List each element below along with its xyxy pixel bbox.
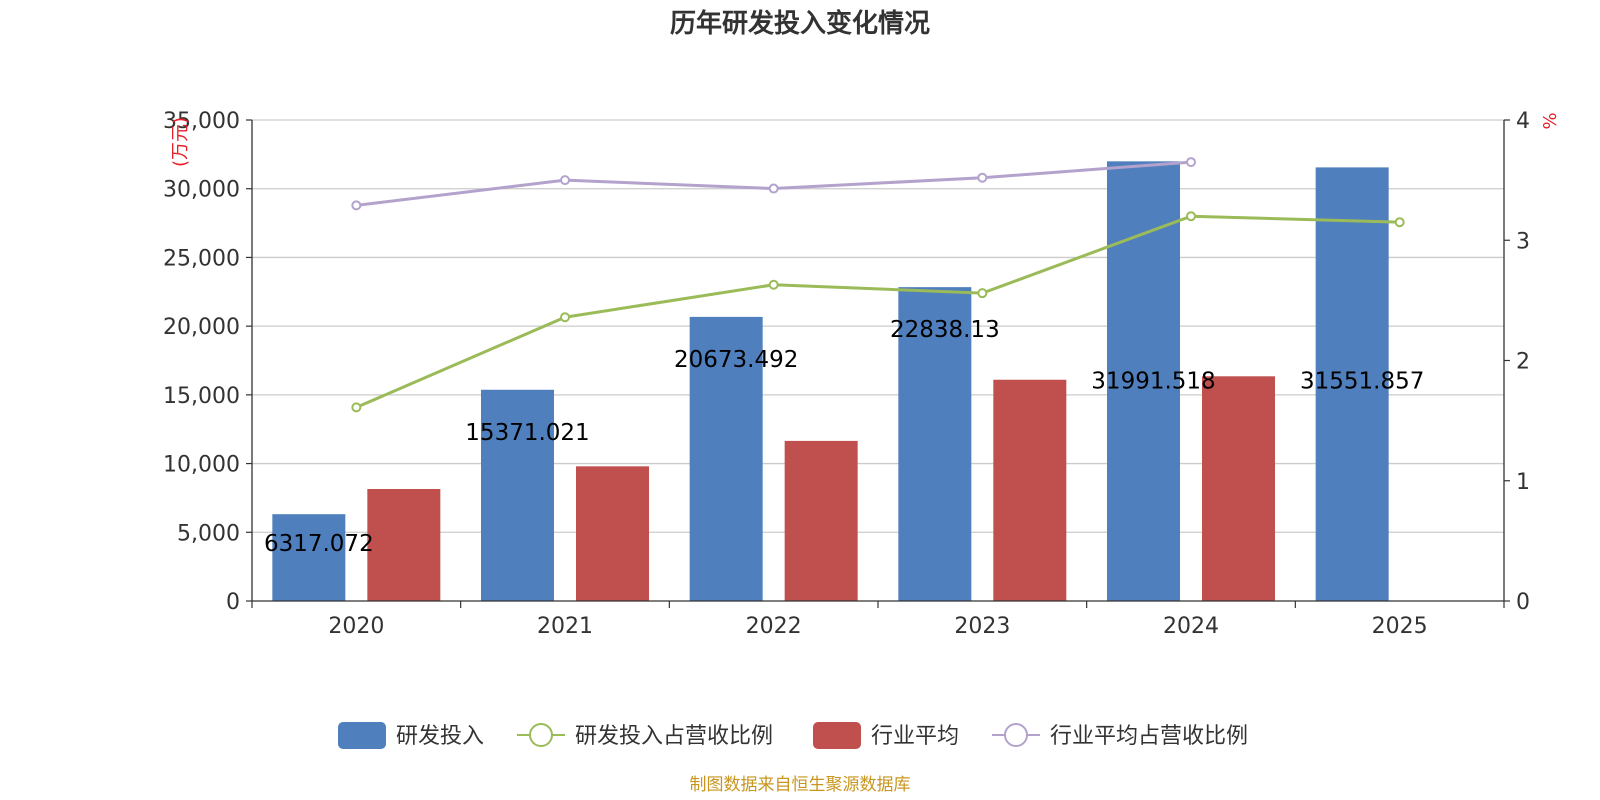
left-axis-unit: (万元)	[170, 117, 191, 167]
point-industry-ratio-2024	[1186, 157, 1196, 168]
point-industry-ratio-2020	[351, 200, 362, 211]
right-axis-tick-label-1: 1	[1516, 470, 1530, 495]
x-axis-tick-label-2021: 2021	[537, 614, 593, 639]
bar-rd-2023	[898, 287, 972, 601]
data-labels-group: 6317.072 15371.021 20673.492 22838.13 31991.…	[264, 317, 1424, 557]
right-axis-unit: %	[1540, 112, 1561, 129]
legend-label-rd: 研发投入	[396, 724, 484, 749]
legend-swatch-industry	[813, 722, 861, 749]
point-rd-ratio-2025	[1394, 217, 1405, 228]
bar-industry-2024	[1202, 376, 1275, 601]
legend-label-rd-ratio: 研发投入占营收比例	[575, 724, 773, 749]
point-rd-ratio-2024	[1186, 211, 1196, 222]
right-axis-tick-label-0: 0	[1516, 590, 1530, 615]
left-axis-tick-label-6: 30,000	[163, 178, 240, 203]
right-axis-tick-label-3: 3	[1516, 229, 1530, 254]
line-rd-ratio	[355, 214, 1400, 409]
x-axis-tick-label-2020: 2020	[328, 614, 384, 639]
x-axis-tick-label-2023: 2023	[954, 614, 1010, 639]
bar-rd-2022	[689, 316, 763, 601]
grid-lines	[252, 119, 1504, 533]
point-industry-ratio-2021	[560, 175, 570, 186]
x-axis-tick-label-2024: 2024	[1163, 614, 1219, 639]
data-label-rd-2021: 15371.021	[465, 420, 589, 446]
point-industry-ratio-2023	[977, 172, 988, 183]
legend-marker-rd-ratio	[529, 723, 553, 747]
bar-industry-2023	[993, 379, 1067, 601]
data-label-rd-2022: 20673.492	[674, 347, 798, 373]
left-axis-tick-label-7: 35,000	[163, 109, 240, 134]
bar-industry-2020	[367, 488, 441, 601]
x-axis-tick-label-2022: 2022	[746, 614, 802, 639]
legend-marker-industry-ratio	[1004, 723, 1028, 747]
left-axis-tick-label-1: 5,000	[177, 521, 240, 546]
point-rd-ratio-2021	[560, 312, 570, 323]
point-industry-ratio-2022	[768, 183, 779, 194]
left-axis-tick-label-4: 20,000	[163, 315, 240, 340]
bar-industry-2022	[784, 440, 858, 601]
bar-rd-2025	[1315, 167, 1389, 601]
point-rd-ratio-2023	[977, 288, 988, 299]
data-label-rd-2025: 31551.857	[1300, 368, 1424, 394]
point-rd-ratio-2020	[351, 402, 362, 413]
left-axis-tick-label-5: 25,000	[163, 246, 240, 271]
legend-label-industry: 行业平均	[871, 724, 959, 749]
legend-label-industry-ratio: 行业平均占营收比例	[1050, 724, 1248, 749]
legend-swatch-rd	[338, 722, 386, 749]
source-note: 制图数据来自恒生聚源数据库	[690, 775, 911, 795]
legend[interactable]: 研发投入 研发投入占营收比例 行业平均 行业平均占营收比例	[338, 722, 1248, 749]
lines-group	[351, 157, 1405, 413]
left-axis-tick-label-2: 10,000	[163, 453, 240, 478]
x-axis-tick-label-2025: 2025	[1372, 614, 1428, 639]
right-axis-tick-label-2: 2	[1516, 350, 1530, 375]
bar-rd-2021	[481, 389, 554, 601]
bar-industry-2021	[576, 466, 649, 601]
right-axis-tick-label-4: 4	[1516, 109, 1530, 134]
point-rd-ratio-2022	[768, 279, 779, 290]
left-axis-tick-label-0: 0	[226, 590, 240, 615]
chart-title: 历年研发投入变化情况	[670, 8, 930, 39]
bars-group	[272, 161, 1389, 601]
bar-rd-2020	[272, 514, 346, 601]
left-axis-tick-label-3: 15,000	[163, 384, 240, 409]
data-label-rd-2024: 31991.518	[1091, 368, 1215, 394]
axes-group: 0 5,000 10,000 15,000 20,000 25,000 30,000 35,0…	[163, 109, 1530, 639]
data-label-rd-2020: 6317.072	[264, 531, 374, 557]
data-label-rd-2023: 22838.13	[890, 317, 1000, 343]
